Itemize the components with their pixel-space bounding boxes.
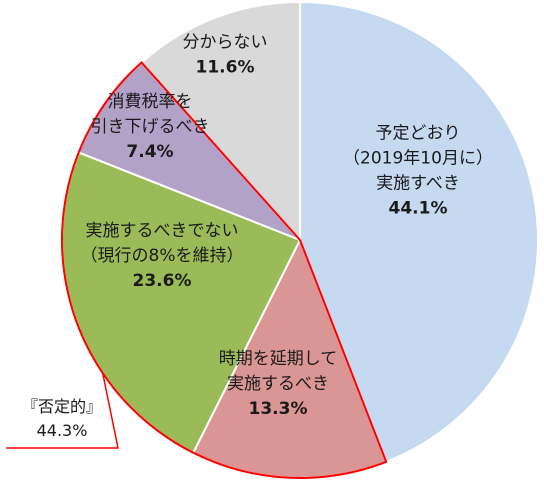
negative-group-label: 『否定的』 [22,397,102,416]
slice-value-4: 11.6% [196,58,255,78]
slice-value-1: 13.3% [249,399,308,419]
negative-group-outline [61,61,388,479]
slice-value-3: 7.4% [126,142,173,162]
slice-label-3-line-1: 引き下げるべき [91,117,210,137]
pie-slices [61,0,539,479]
slice-label-2-line-0: 実施するべきでない [86,221,239,241]
slice-label-4-line-0: 分からない [183,33,268,53]
pie-slice-4 [140,0,301,243]
slice-label-0-line-2: 実施すべき [376,174,460,194]
slice-label-0-line-1: （2019年10月に） [343,149,493,169]
slice-label-0-line-0: 予定どおり [376,124,461,144]
negative-callout-line [6,372,119,449]
negative-group-value: 44.3% [37,421,88,440]
pie-slice-0 [299,0,539,464]
slice-label-3-line-0: 消費税率を [108,92,193,112]
slice-value-0: 44.1% [389,199,448,219]
slice-label-1-line-0: 時期を延期して [219,349,338,369]
slice-value-2: 23.6% [133,271,192,291]
slice-label-1-line-1: 実施するべき [227,374,329,394]
slice-label-2-line-1: （現行の8%を維持） [81,246,244,266]
